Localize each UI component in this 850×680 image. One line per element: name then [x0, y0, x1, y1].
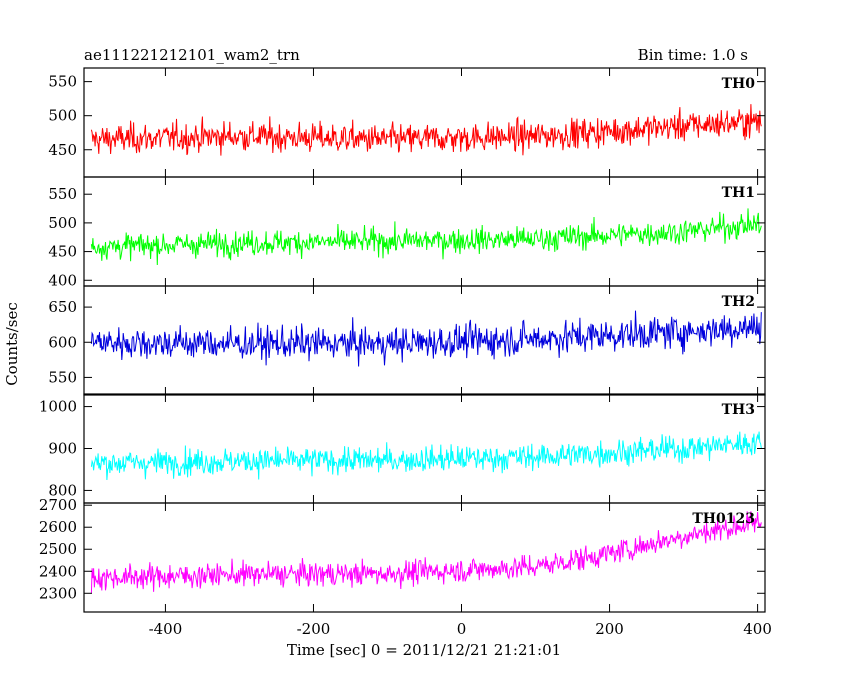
series-line-th0 — [90, 104, 762, 156]
y-tick-label: 500 — [48, 107, 77, 125]
y-tick-label: 450 — [48, 243, 77, 261]
y-tick-label: 2600 — [39, 518, 77, 536]
panel-th0: 450 500 550 TH0 — [48, 67, 766, 178]
figure-title: ae111221212101_wam2_trn — [84, 46, 300, 64]
x-tick-label: -400 — [149, 620, 183, 638]
y-tick-label: 900 — [48, 440, 77, 458]
series-label-th1: TH1 — [722, 185, 755, 201]
x-tick-label: -200 — [297, 620, 331, 638]
y-tick-label: 2300 — [39, 584, 77, 602]
panel-frame — [83, 67, 766, 178]
x-tick-label: 400 — [743, 620, 772, 638]
panel-th3: 800 900 1000 TH3 — [39, 393, 766, 504]
y-axis-label: Counts/sec — [3, 302, 21, 386]
series-line-th0123 — [90, 511, 762, 594]
y-tick-label: 550 — [48, 73, 77, 91]
series-line-th3 — [90, 431, 762, 481]
panels-group: 450 500 550 TH0 400 450 500 550 TH1 550 600 650 TH2 8… — [39, 67, 772, 638]
y-tick-label: 550 — [48, 368, 77, 386]
panel-frame — [83, 502, 766, 613]
x-tick-label: 0 — [457, 620, 467, 638]
y-tick-label: 600 — [48, 333, 77, 351]
y-tick-label: 650 — [48, 298, 77, 316]
series-line-th1 — [90, 208, 762, 266]
bin-time-label: Bin time: 1.0 s — [638, 46, 748, 64]
panel-th0123: 2300 2400 2500 2600 2700 TH0123 — [39, 496, 766, 613]
x-tick-label: 200 — [595, 620, 624, 638]
y-tick-label: 500 — [48, 214, 77, 232]
panel-th1: 400 450 500 550 TH1 — [48, 176, 766, 289]
panel-th2: 550 600 650 TH2 — [48, 285, 766, 396]
x-axis-label: Time [sec] 0 = 2011/12/21 21:21:01 — [287, 641, 561, 659]
series-line-th2 — [90, 310, 762, 367]
series-label-th3: TH3 — [722, 402, 755, 418]
series-label-th0123: TH0123 — [692, 511, 755, 527]
series-label-th2: TH2 — [722, 294, 755, 310]
panel-frame — [83, 285, 766, 396]
y-tick-label: 400 — [48, 271, 77, 289]
y-tick-label: 450 — [48, 141, 77, 159]
y-tick-label: 2700 — [39, 496, 77, 514]
y-tick-label: 2400 — [39, 562, 77, 580]
series-label-th0: TH0 — [722, 76, 756, 92]
y-tick-label: 800 — [48, 481, 77, 499]
y-tick-label: 2500 — [39, 540, 77, 558]
y-tick-label: 550 — [48, 185, 77, 203]
y-tick-label: 1000 — [39, 398, 77, 416]
